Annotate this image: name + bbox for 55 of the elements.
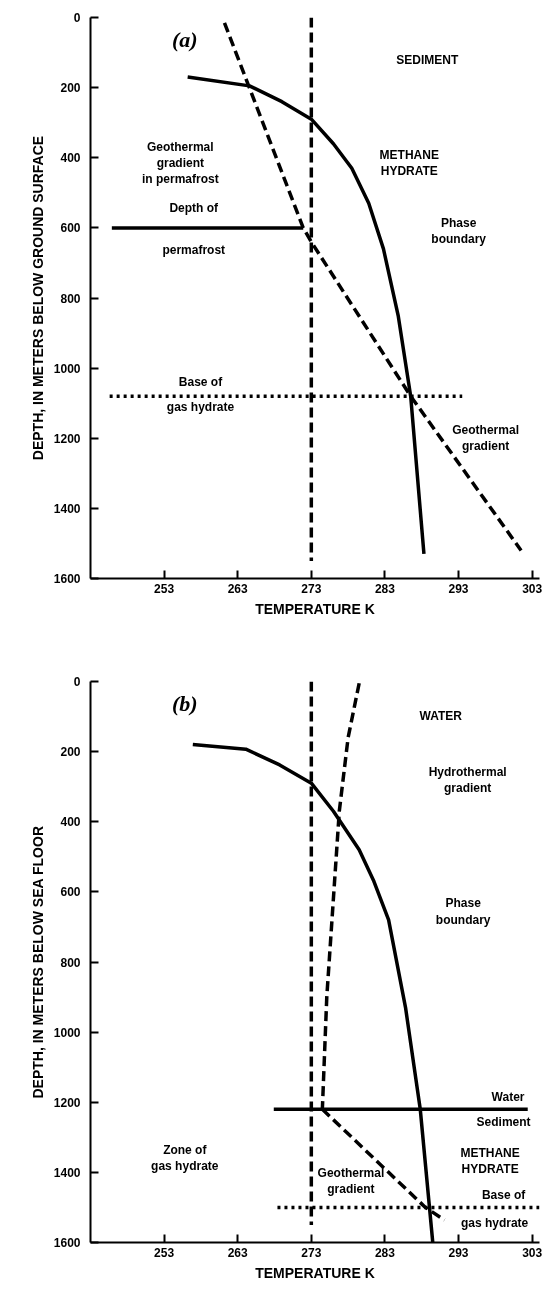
- x-tick-label: 263: [227, 581, 249, 596]
- x-tick-label: 253: [154, 1245, 175, 1260]
- annotation: Sediment: [476, 1114, 531, 1129]
- y-tick-label: 1400: [53, 501, 81, 516]
- annotation: Phase boundary: [435, 896, 491, 927]
- annotation: gas hydrate: [166, 400, 235, 415]
- y-tick-label: 800: [60, 291, 81, 306]
- annotation: SEDIMENT: [396, 52, 459, 67]
- annotation: Geothermal gradient: [317, 1165, 385, 1196]
- x-tick-label: 253: [154, 581, 175, 596]
- y-tick-label: 1400: [53, 1165, 81, 1180]
- y-tick-label: 0: [73, 675, 81, 689]
- y-tick-label: 200: [60, 81, 81, 96]
- x-tick-label: 273: [301, 1245, 322, 1260]
- x-tick-label: 283: [374, 581, 396, 596]
- y-tick-label: 1000: [53, 361, 81, 376]
- y-tick-label: 1200: [53, 1095, 81, 1110]
- annotation: Geothermal gradient: [452, 423, 519, 454]
- annotation: METHANE HYDRATE: [460, 1146, 520, 1177]
- annotation: (b): [171, 691, 198, 717]
- y-tick-label: 0: [73, 11, 81, 25]
- x-tick-label: 263: [227, 1245, 249, 1260]
- y-tick-label: 1200: [53, 431, 81, 446]
- y-tick-label: 800: [60, 955, 81, 970]
- x-tick-label: 303: [522, 581, 543, 596]
- annotation: Base of: [178, 375, 224, 390]
- y-tick-label: 1600: [53, 572, 81, 586]
- annotation: permafrost: [162, 243, 226, 258]
- annotation: Phase boundary: [431, 215, 487, 246]
- y-axis-title: DEPTH, IN METERS BELOW GROUND SURFACE: [29, 135, 46, 461]
- annotation: Hydrothermal gradient: [428, 765, 507, 796]
- annotation: Geothermal gradient in permafrost: [141, 140, 219, 187]
- x-tick-label: 273: [301, 581, 322, 596]
- annotation: Base of: [481, 1187, 527, 1202]
- annotation: (a): [171, 27, 198, 53]
- x-axis-title: TEMPERATURE K: [255, 600, 375, 617]
- y-tick-label: 600: [60, 221, 81, 236]
- x-tick-label: 303: [522, 1245, 543, 1260]
- annotation: Zone of gas hydrate: [151, 1143, 219, 1174]
- x-tick-label: 293: [448, 1245, 469, 1260]
- annotation: Depth of: [169, 201, 220, 216]
- x-tick-label: 293: [448, 581, 469, 596]
- y-axis-title: DEPTH, IN METERS BELOW SEA FLOOR: [29, 826, 46, 1099]
- annotation: Water: [491, 1089, 525, 1104]
- y-tick-label: 1000: [53, 1025, 81, 1040]
- x-axis-title: TEMPERATURE K: [255, 1264, 375, 1281]
- y-tick-label: 200: [60, 745, 81, 760]
- y-tick-label: 1600: [53, 1236, 81, 1250]
- y-tick-label: 400: [60, 151, 81, 166]
- annotation: gas hydrate: [460, 1215, 529, 1230]
- annotation: WATER: [419, 709, 463, 724]
- y-tick-label: 400: [60, 815, 81, 830]
- annotation: METHANE HYDRATE: [379, 148, 439, 179]
- y-tick-label: 600: [60, 885, 81, 900]
- x-tick-label: 283: [374, 1245, 396, 1260]
